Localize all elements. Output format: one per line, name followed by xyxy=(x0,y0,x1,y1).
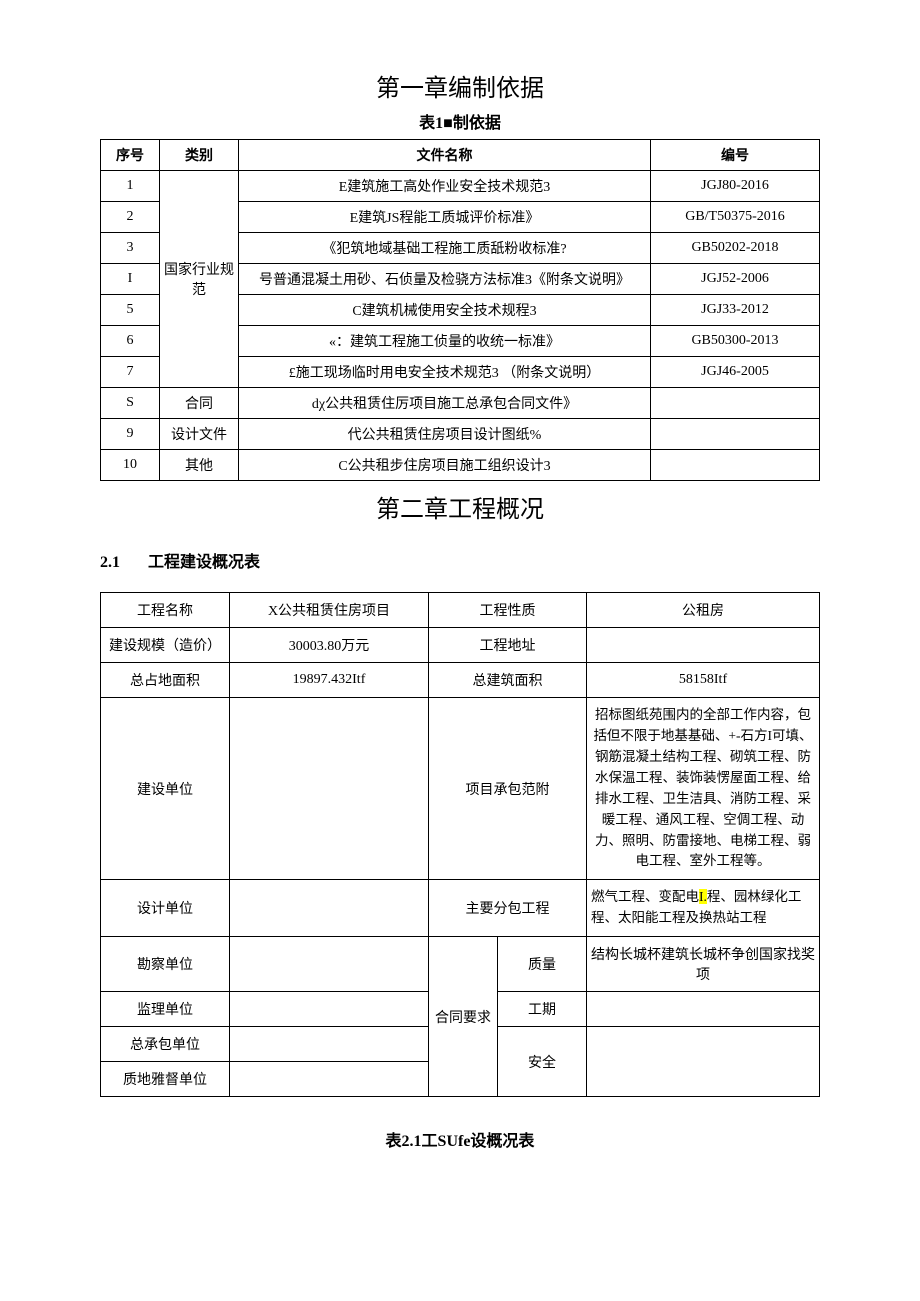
table2: 工程名称 X公共租赁住房项目 工程性质 公租房 建设规模（造价） 30003.8… xyxy=(100,592,820,1097)
cell-empty xyxy=(230,698,429,880)
cell-seq: 9 xyxy=(101,419,160,450)
cell-code: JGJ33-2012 xyxy=(651,295,820,326)
cell-code xyxy=(651,450,820,481)
cell-name: £施工现场临时用电安全技术规范3 （附条文说明） xyxy=(239,357,651,388)
cell-seq: 6 xyxy=(101,326,160,357)
chapter2-title: 第二章工程概况 xyxy=(100,489,820,524)
cell-cat: 其他 xyxy=(160,450,239,481)
table-row: 1国家行业规范E建筑施工高处作业安全技术规范3JGJ80-2016 xyxy=(101,171,820,202)
table2-caption: 表2.1工SUfe设概况表 xyxy=(100,1127,820,1151)
cell-seq: 5 xyxy=(101,295,160,326)
cell-seq: I xyxy=(101,264,160,295)
chapter1-title: 第一章编制依据 xyxy=(100,68,820,103)
cell-key: 勘察单位 xyxy=(101,937,230,992)
cell-key: 工程名称 xyxy=(101,593,230,628)
cell-empty xyxy=(230,992,429,1027)
table-row: S合同dχ公共租赁住厉项目施工总承包合同文件》 xyxy=(101,388,820,419)
section-heading: 2.1 工程建设概况表 xyxy=(100,548,820,572)
cell-code: GB50202-2018 xyxy=(651,233,820,264)
cell-key: 工程性质 xyxy=(429,593,587,628)
cell-name: C公共租步住房项目施工组织设计3 xyxy=(239,450,651,481)
cell-name: dχ公共租赁住厉项目施工总承包合同文件》 xyxy=(239,388,651,419)
cell-seq: 10 xyxy=(101,450,160,481)
cell-key: 项目承包范附 xyxy=(429,698,587,880)
cell-code: JGJ80-2016 xyxy=(651,171,820,202)
cell-code xyxy=(651,388,820,419)
cell-name: «：建筑工程施工侦量的收统一标准》 xyxy=(239,326,651,357)
cell-val: 30003.80万元 xyxy=(230,628,429,663)
table-row: 9设计文件代公共租赁住房项目设计图纸% xyxy=(101,419,820,450)
cell-name: C建筑机械使用安全技术规程3 xyxy=(239,295,651,326)
cell-key: 质量 xyxy=(498,937,587,992)
cell-val xyxy=(587,992,820,1027)
cell-empty xyxy=(230,1062,429,1097)
cell-key: 安全 xyxy=(498,1027,587,1097)
cell-name: 号普通混凝土用砂、石侦量及检骁方法标准3《附条文说明》 xyxy=(239,264,651,295)
cell-code: GB50300-2013 xyxy=(651,326,820,357)
cell-name: 代公共租赁住房项目设计图纸% xyxy=(239,419,651,450)
section-title: 工程建设概况表 xyxy=(148,554,260,571)
cell-key: 设计单位 xyxy=(101,880,230,937)
cell-seq: 1 xyxy=(101,171,160,202)
table-row: 勘察单位 合同要求 质量 结构长城杯建筑长城杯争创国家找奖项 xyxy=(101,937,820,992)
table-row: 建设规模（造价） 30003.80万元 工程地址 xyxy=(101,628,820,663)
cell-cat: 设计文件 xyxy=(160,419,239,450)
table-row: 设计单位 主要分包工程 燃气工程、变配电I.程、园林绿化工程、太阳能工程及换热站… xyxy=(101,880,820,937)
th-code: 编号 xyxy=(651,140,820,171)
table1: 序号 类别 文件名称 编号 1国家行业规范E建筑施工高处作业安全技术规范3JGJ… xyxy=(100,139,820,481)
th-cat: 类别 xyxy=(160,140,239,171)
cell-cat: 合同 xyxy=(160,388,239,419)
cell-seq: 7 xyxy=(101,357,160,388)
table-row: 总占地面积 19897.432Itf 总建筑面积 58158Itf xyxy=(101,663,820,698)
cell-empty xyxy=(230,937,429,992)
cell-code: JGJ46-2005 xyxy=(651,357,820,388)
cell-key: 总承包单位 xyxy=(101,1027,230,1062)
section-number: 2.1 xyxy=(100,554,120,571)
table-row: 10其他C公共租步住房项目施工组织设计3 xyxy=(101,450,820,481)
cell-empty xyxy=(230,1027,429,1062)
text-part: 燃气工程、变配电 xyxy=(591,889,699,904)
cell-name: E建筑施工高处作业安全技术规范3 xyxy=(239,171,651,202)
cell-scope: 招标图纸苑围内的全部工作内容，包括但不限于地基基础、+-石方I可填、钢筋混凝土结… xyxy=(587,698,820,880)
cell-empty xyxy=(230,880,429,937)
table-row: 建设单位 项目承包范附 招标图纸苑围内的全部工作内容，包括但不限于地基基础、+-… xyxy=(101,698,820,880)
cell-key: 建设规模（造价） xyxy=(101,628,230,663)
th-seq: 序号 xyxy=(101,140,160,171)
cell-name: E建筑JS程能工质城评价标准》 xyxy=(239,202,651,233)
cell-code xyxy=(651,419,820,450)
cell-val: 公租房 xyxy=(587,593,820,628)
cell-key: 工程地址 xyxy=(429,628,587,663)
cell-contract-req: 合同要求 xyxy=(429,937,498,1097)
cell-code: JGJ52-2006 xyxy=(651,264,820,295)
table1-caption: 表1■制依据 xyxy=(100,109,820,133)
cell-val: 58158Itf xyxy=(587,663,820,698)
cell-cat: 国家行业规范 xyxy=(160,171,239,388)
cell-key: 总建筑面积 xyxy=(429,663,587,698)
cell-seq: 2 xyxy=(101,202,160,233)
cell-key: 质地雅督单位 xyxy=(101,1062,230,1097)
th-name: 文件名称 xyxy=(239,140,651,171)
cell-code: GB/T50375-2016 xyxy=(651,202,820,233)
cell-val: X公共租赁住房项目 xyxy=(230,593,429,628)
cell-val xyxy=(587,1027,820,1097)
cell-val xyxy=(587,628,820,663)
cell-name: 《犯筑地域基础工程施工质舐粉收标准? xyxy=(239,233,651,264)
cell-seq: S xyxy=(101,388,160,419)
cell-key: 总占地面积 xyxy=(101,663,230,698)
cell-key: 监理单位 xyxy=(101,992,230,1027)
table-header-row: 序号 类别 文件名称 编号 xyxy=(101,140,820,171)
cell-val: 结构长城杯建筑长城杯争创国家找奖项 xyxy=(587,937,820,992)
cell-seq: 3 xyxy=(101,233,160,264)
cell-key: 工期 xyxy=(498,992,587,1027)
cell-subcontract: 燃气工程、变配电I.程、园林绿化工程、太阳能工程及换热站工程 xyxy=(587,880,820,937)
cell-val: 19897.432Itf xyxy=(230,663,429,698)
table-row: 工程名称 X公共租赁住房项目 工程性质 公租房 xyxy=(101,593,820,628)
cell-key: 主要分包工程 xyxy=(429,880,587,937)
cell-key: 建设单位 xyxy=(101,698,230,880)
highlight-text: I. xyxy=(699,889,707,904)
